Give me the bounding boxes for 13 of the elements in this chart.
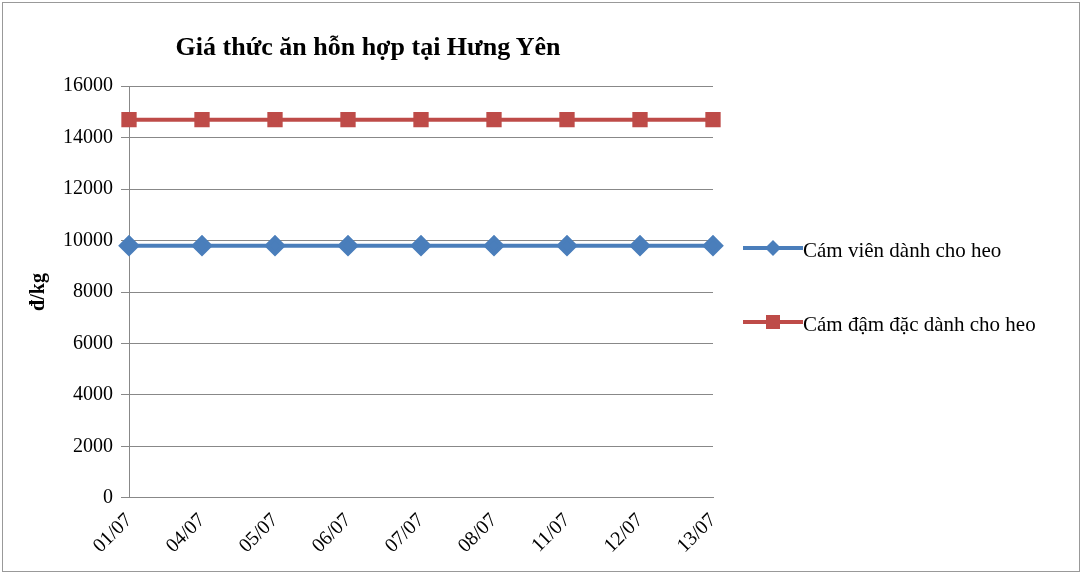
y-tick-label: 8000: [73, 279, 113, 302]
y-tick-label: 2000: [73, 433, 113, 456]
legend-label: Cám viên dành cho heo: [803, 237, 1002, 264]
y-tick-label: 10000: [63, 227, 113, 250]
y-axis-title: đ/kg: [26, 273, 50, 311]
y-tick-label: 14000: [63, 124, 113, 147]
y-tick-label: 0: [103, 485, 113, 508]
legend-label: Cám đậm đặc dành cho heo: [803, 311, 1036, 338]
y-tick-label: 4000: [73, 382, 113, 405]
chart-title: Giá thức ăn hỗn hợp tại Hưng Yên: [175, 32, 561, 62]
y-tick-label: 12000: [63, 176, 113, 199]
y-tick-label: 16000: [63, 73, 113, 96]
y-tick-label: 6000: [73, 330, 113, 353]
